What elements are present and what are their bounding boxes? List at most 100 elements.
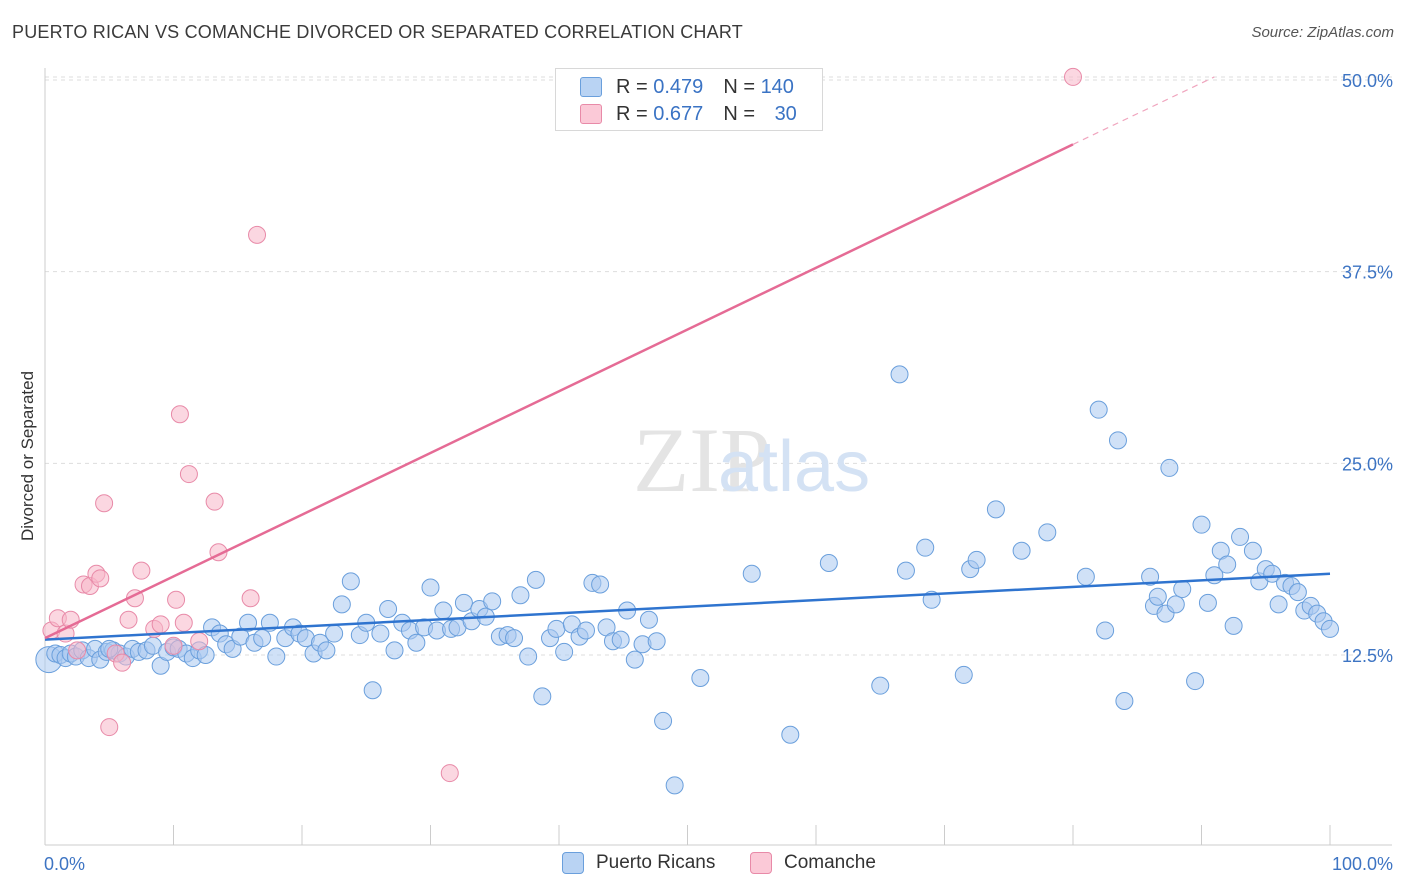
legend-r-label: R = <box>616 75 648 98</box>
puerto-ricans-point <box>916 538 935 557</box>
puerto-ricans-point <box>483 592 502 611</box>
tick-labels: 12.5% 25.0% 37.5% 50.0% 0.0% 100.0% <box>44 71 1393 874</box>
data-points <box>35 67 1339 795</box>
puerto-ricans-point <box>421 578 440 597</box>
puerto-ricans-trend-line <box>44 572 1331 641</box>
legend-swatch-comanche <box>580 104 602 124</box>
puerto-ricans-point <box>325 624 344 643</box>
puerto-ricans-point <box>317 641 336 660</box>
comanche-point <box>167 590 186 609</box>
puerto-ricans-point <box>332 595 351 614</box>
puerto-ricans-point <box>267 647 286 666</box>
puerto-ricans-point <box>1173 580 1192 599</box>
puerto-ricans-point <box>341 572 360 591</box>
trend-lines <box>44 76 1331 641</box>
puerto-ricans-point <box>890 365 909 384</box>
puerto-ricans-point <box>533 687 552 706</box>
puerto-ricans-point <box>691 669 710 687</box>
series-name: Comanche <box>784 852 876 873</box>
puerto-ricans-point <box>1115 692 1134 710</box>
puerto-ricans-point <box>363 681 382 700</box>
puerto-ricans-point <box>379 600 398 618</box>
puerto-ricans-point <box>781 725 800 744</box>
puerto-ricans-point <box>385 641 404 660</box>
series-legend: Puerto Ricans Comanche <box>0 852 1406 878</box>
puerto-ricans-point <box>1038 523 1057 542</box>
legend-r-value: 0.479 <box>653 75 704 98</box>
puerto-ricans-point <box>1186 672 1205 691</box>
comanche-point <box>241 589 260 608</box>
puerto-ricans-point <box>1089 400 1108 419</box>
puerto-ricans-point <box>1243 541 1262 560</box>
comanche-point <box>179 465 198 484</box>
puerto-ricans-point <box>1231 527 1250 546</box>
chart-title: PUERTO RICAN VS COMANCHE DIVORCED OR SEP… <box>12 22 743 42</box>
puerto-ricans-point <box>1218 555 1237 574</box>
legend-n-value: 30 <box>774 102 797 125</box>
puerto-ricans-point <box>505 629 524 648</box>
comanche-point <box>170 405 189 424</box>
puerto-ricans-point <box>1192 515 1211 534</box>
puerto-ricans-point <box>547 619 566 638</box>
puerto-ricans-point <box>1141 567 1160 586</box>
legend-r-label: R = <box>616 102 648 125</box>
comanche-point <box>95 494 114 513</box>
puerto-ricans-point <box>591 575 610 594</box>
puerto-ricans-point <box>555 642 574 661</box>
puerto-ricans-point <box>625 650 644 669</box>
series-swatch-comanche <box>750 852 772 874</box>
comanche-point <box>164 636 183 655</box>
comanche-point <box>248 225 267 244</box>
puerto-ricans-point <box>1288 583 1307 602</box>
puerto-ricans-point <box>986 500 1005 519</box>
puerto-ricans-point <box>253 629 272 648</box>
puerto-ricans-point <box>954 665 973 684</box>
comanche-point <box>91 569 110 588</box>
puerto-ricans-point <box>526 570 545 589</box>
puerto-ricans-point <box>519 647 538 666</box>
puerto-ricans-point <box>819 554 838 572</box>
puerto-ricans-point <box>967 550 986 569</box>
comanche-point <box>119 610 138 629</box>
x-tick-label: 100.0% <box>1332 854 1393 874</box>
puerto-ricans-point <box>654 711 673 730</box>
comanche-point <box>151 615 170 634</box>
axes <box>44 68 1392 846</box>
puerto-ricans-point <box>611 630 630 649</box>
watermark-zip: ZIP <box>633 409 771 511</box>
y-axis-label: Divorced or Separated <box>18 370 37 542</box>
source-label: Source: ZipAtlas.com <box>1251 24 1394 41</box>
comanche-point <box>1064 67 1082 86</box>
puerto-ricans-point <box>407 633 426 652</box>
comanche-point <box>68 641 87 660</box>
comanche-point <box>174 613 193 632</box>
puerto-ricans-point <box>1160 458 1179 477</box>
legend-row-comanche: R = 0.677 N = 30 <box>580 102 797 126</box>
puerto-ricans-point <box>1076 567 1095 586</box>
puerto-ricans-point <box>1012 541 1031 560</box>
y-tick-label: 50.0% <box>1342 71 1393 91</box>
stats-legend: R = 0.479 N = 140 R = 0.677 N = 30 <box>555 68 823 131</box>
series-legend-comanche: Comanche <box>750 852 876 874</box>
puerto-ricans-point <box>1166 595 1185 614</box>
puerto-ricans-point <box>639 610 658 629</box>
puerto-ricans-point <box>434 601 453 620</box>
legend-n-label: N = <box>723 102 755 125</box>
puerto-ricans-point <box>647 632 666 651</box>
comanche-point <box>113 653 132 672</box>
puerto-ricans-point <box>1198 593 1217 612</box>
legend-row-puerto-ricans: R = 0.479 N = 140 <box>580 75 794 99</box>
puerto-ricans-point <box>1269 595 1288 614</box>
comanche-point <box>440 764 459 783</box>
x-tick-label: 0.0% <box>44 854 85 874</box>
series-name: Puerto Ricans <box>596 852 716 873</box>
puerto-ricans-point <box>576 621 595 640</box>
series-legend-puerto-ricans: Puerto Ricans <box>562 852 715 874</box>
legend-n-label: N = <box>723 75 755 98</box>
puerto-ricans-point <box>665 776 684 795</box>
puerto-ricans-point <box>742 564 761 583</box>
puerto-ricans-point <box>1321 619 1339 638</box>
puerto-ricans-point <box>1096 621 1115 640</box>
comanche-point <box>205 492 224 511</box>
